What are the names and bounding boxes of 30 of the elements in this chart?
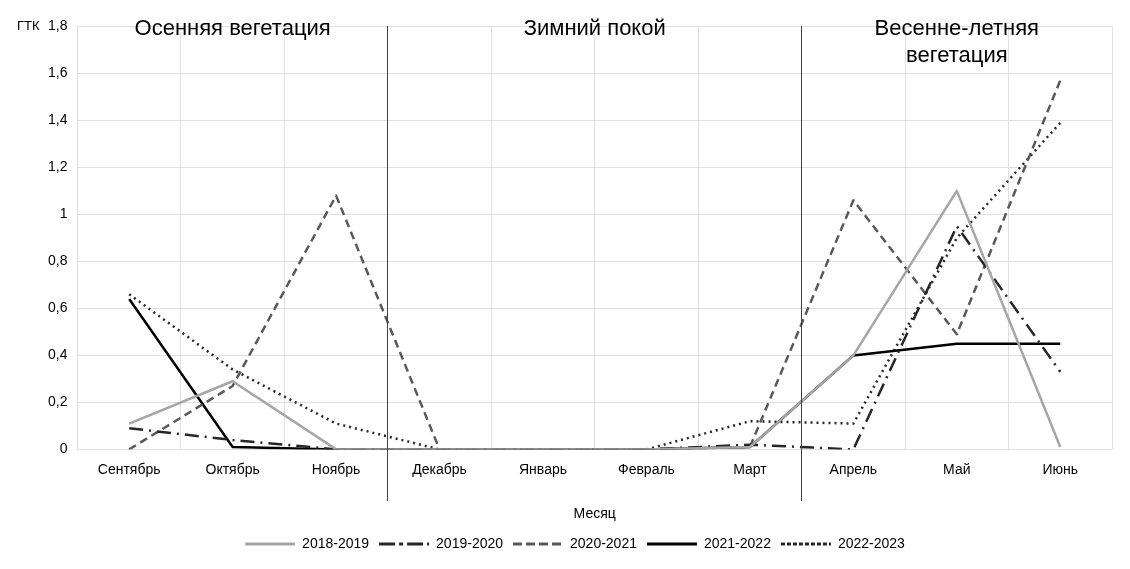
legend-label: 2018-2019 bbox=[302, 534, 370, 551]
x-tick-label: Март bbox=[733, 460, 768, 477]
annotation: Осенняя вегетация bbox=[134, 15, 331, 41]
x-tick-label: Июнь bbox=[1042, 460, 1079, 477]
y-tick-label: 1,4 bbox=[47, 111, 68, 128]
y-tick-label: 1,8 bbox=[47, 17, 68, 34]
annotation: Весенне-летняя вегетация bbox=[874, 15, 1040, 68]
y-tick-label: 1,6 bbox=[47, 64, 68, 81]
x-axis-title: Месяц bbox=[573, 505, 616, 522]
legend-label: 2020-2021 bbox=[570, 534, 638, 551]
legend-label: 2019-2020 bbox=[436, 534, 504, 551]
y-tick-label: 0 bbox=[59, 440, 68, 457]
x-tick-label: Октябрь bbox=[205, 460, 260, 477]
y-tick-label: 0,4 bbox=[47, 346, 68, 363]
annotation: Зимний покой bbox=[523, 15, 666, 41]
y-tick-label: 0,8 bbox=[47, 252, 68, 269]
y-tick-label: 0,2 bbox=[47, 393, 68, 410]
x-tick-label: Декабрь bbox=[412, 460, 467, 477]
x-tick-label: Сентябрь bbox=[97, 460, 161, 477]
y-tick-label: 0,6 bbox=[47, 299, 68, 316]
legend-label: 2021-2022 bbox=[703, 534, 772, 551]
x-tick-label: Ноябрь bbox=[311, 460, 361, 477]
x-tick-label: Май bbox=[943, 460, 971, 477]
y-tick-label: 1,2 bbox=[47, 158, 68, 175]
x-tick-label: Январь bbox=[519, 460, 567, 477]
x-tick-label: Февраль bbox=[618, 460, 675, 477]
x-tick-label: Апрель bbox=[829, 460, 878, 477]
y-axis-title: ГТК bbox=[16, 17, 40, 33]
legend-label: 2022-2023 bbox=[837, 534, 906, 551]
y-tick-label: 1 bbox=[59, 205, 68, 222]
